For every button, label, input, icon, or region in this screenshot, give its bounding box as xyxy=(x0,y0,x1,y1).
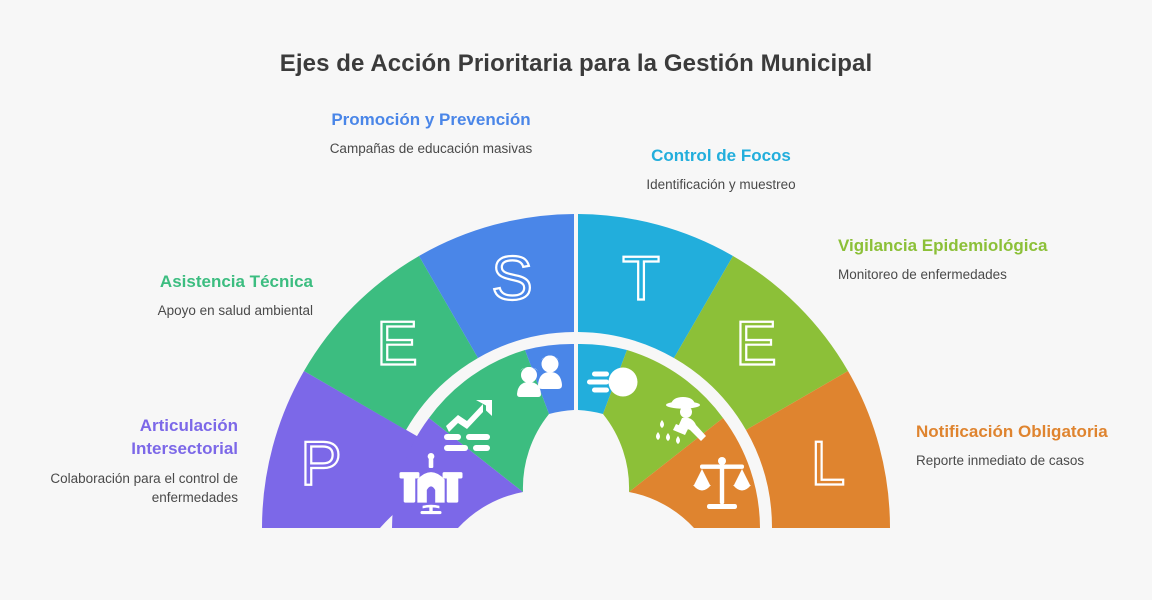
callout-description: Campañas de educación masivas xyxy=(329,141,533,157)
growth-chart-icon xyxy=(444,400,492,451)
callout-description: Colaboración para el control de enfermed… xyxy=(50,470,238,506)
letter-l: L xyxy=(811,430,845,499)
outer-segment-t[interactable] xyxy=(578,214,733,358)
callout-description: Reporte inmediato de casos xyxy=(916,453,1085,469)
letter-t: T xyxy=(622,245,660,314)
callout-vigilancia-epidemiologica: Vigilancia Epidemiológica Monitoreo de e… xyxy=(838,234,1058,285)
callout-description: Apoyo en salud ambiental xyxy=(157,303,313,319)
inner-segment-e1[interactable] xyxy=(429,350,549,492)
outer-segment-e1[interactable] xyxy=(304,256,478,430)
callout-title: Articulación Intersectorial xyxy=(131,416,238,459)
callout-asistencia-tecnica: Asistencia Técnica Apoyo en salud ambien… xyxy=(95,270,313,321)
outer-segment-s[interactable] xyxy=(419,214,574,358)
inner-segment-l[interactable] xyxy=(629,418,760,528)
government-building-icon xyxy=(399,453,463,515)
speed-target-icon xyxy=(587,367,638,397)
callout-articulacion-intersectorial: Articulación Intersectorial Colaboración… xyxy=(30,414,238,507)
callout-notificacion-obligatoria: Notificación Obligatoria Reporte inmedia… xyxy=(916,420,1126,471)
letter-p: P xyxy=(300,430,341,499)
callout-description: Monitoreo de enfermedades xyxy=(838,267,1007,283)
page-title: Ejes de Acción Prioritaria para la Gesti… xyxy=(279,50,873,77)
letter-e1: E xyxy=(376,310,417,379)
callout-description: Identificación y muestreo xyxy=(646,177,796,193)
letter-s: S xyxy=(491,245,532,314)
inner-segment-t[interactable] xyxy=(578,343,627,414)
scales-justice-icon xyxy=(693,457,751,509)
callout-title: Promoción y Prevención xyxy=(331,110,531,129)
callout-title: Control de Focos xyxy=(651,146,791,165)
field-worker-icon xyxy=(656,397,706,444)
outer-segment-l[interactable] xyxy=(746,371,890,528)
community-people-icon xyxy=(517,355,562,397)
callout-control-de-focos: Control de Focos Identificación y muestr… xyxy=(614,144,828,195)
letter-e2: E xyxy=(735,310,776,379)
callout-title: Notificación Obligatoria xyxy=(916,422,1108,441)
callout-promocion-prevencion: Promoción y Prevención Campañas de educa… xyxy=(325,108,537,159)
outer-segment-e2[interactable] xyxy=(674,256,848,430)
callout-title: Vigilancia Epidemiológica xyxy=(838,236,1048,255)
callout-title: Asistencia Técnica xyxy=(159,272,313,291)
